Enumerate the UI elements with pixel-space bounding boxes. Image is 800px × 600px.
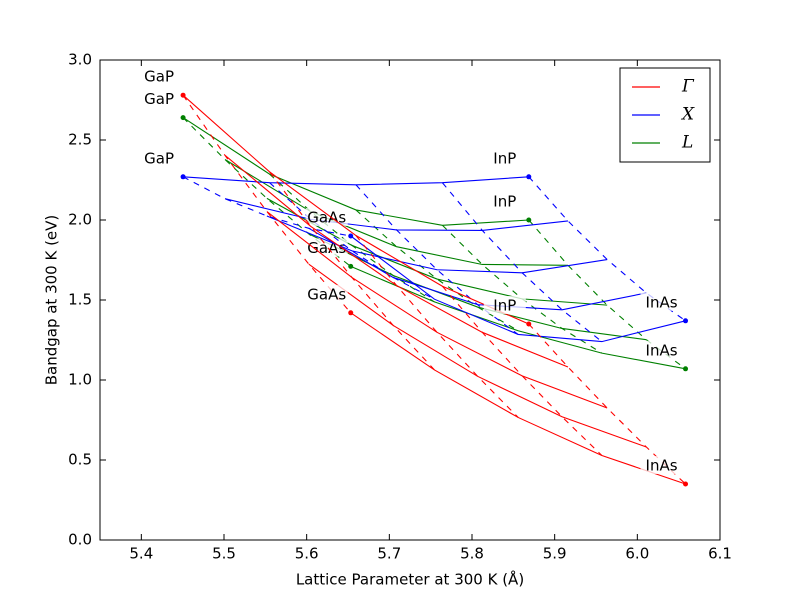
x-tick-label: 5.8	[460, 545, 484, 563]
x-tick-label: 5.5	[212, 545, 236, 563]
point	[180, 174, 186, 180]
point	[683, 366, 689, 372]
dashed-line	[441, 182, 603, 343]
dashed-line	[182, 117, 352, 267]
label-bg	[483, 296, 526, 314]
dashed-line	[269, 182, 435, 300]
y-axis-label: Bandgap at 300 K (eV)	[43, 215, 61, 386]
label-bg	[305, 238, 348, 257]
point	[348, 263, 354, 269]
dashed-line	[182, 94, 352, 314]
x-tick-label: 6.1	[708, 545, 732, 563]
point	[348, 310, 354, 316]
label-bg	[138, 148, 181, 167]
x-tick-label: 5.7	[377, 545, 401, 563]
legend-label: L	[681, 133, 693, 153]
point-label: GaP	[144, 90, 174, 108]
point-label: InP	[493, 193, 516, 211]
point-label: GaAs	[307, 209, 346, 227]
point	[180, 92, 186, 98]
point-label: GaP	[144, 68, 174, 86]
y-tick-label: 3.0	[68, 51, 92, 69]
solid-line	[266, 197, 608, 306]
point	[683, 318, 689, 324]
dashed-line	[355, 184, 519, 335]
dashed-line	[355, 235, 519, 418]
label-bg	[483, 148, 526, 167]
dashed-line	[269, 173, 435, 303]
solid-line	[266, 211, 608, 409]
point	[526, 321, 532, 327]
x-axis-label: Lattice Parameter at 300 K (Å)	[296, 570, 524, 589]
point-label: GaAs	[307, 239, 346, 257]
solid-line	[308, 263, 647, 448]
y-tick-label: 0.5	[68, 451, 92, 469]
label-bg	[305, 284, 348, 303]
label-bg	[640, 292, 683, 311]
label-bg	[483, 192, 526, 210]
dashed-line	[441, 285, 603, 456]
x-tick-label: 5.9	[543, 545, 567, 563]
y-tick-label: 1.5	[68, 291, 92, 309]
legend-label: X	[680, 105, 695, 125]
point-label: InP	[493, 149, 516, 167]
point	[348, 233, 354, 239]
dashed-line	[355, 209, 519, 332]
point	[526, 217, 532, 223]
point	[526, 174, 532, 180]
point-label: InP	[493, 297, 516, 315]
point	[683, 481, 689, 487]
x-tick-label: 5.6	[295, 545, 319, 563]
y-tick-label: 2.0	[68, 211, 92, 229]
label-bg	[138, 67, 181, 86]
dashed-line	[269, 171, 435, 371]
point-label: GaAs	[307, 285, 346, 303]
point	[180, 115, 186, 121]
y-tick-label: 1.0	[68, 371, 92, 389]
x-tick-label: 6.0	[625, 545, 649, 563]
point-label: GaP	[144, 149, 174, 167]
legend-label: Γ	[681, 77, 695, 97]
x-tick-label: 5.4	[129, 545, 153, 563]
solid-line	[350, 265, 686, 370]
point-label: InAs	[646, 293, 678, 311]
point-label: InAs	[646, 341, 678, 359]
y-tick-label: 0.0	[68, 531, 92, 549]
solid-line	[266, 215, 608, 274]
plot-area: GaP InP GaAs InAs GaP InP GaAs InAs GaP InP GaAs In…	[138, 67, 689, 487]
dashed-line	[528, 323, 686, 485]
label-bg	[138, 89, 181, 108]
label-bg	[640, 340, 683, 359]
point-label: InAs	[646, 457, 678, 475]
y-tick-label: 2.5	[68, 131, 92, 149]
label-bg	[640, 456, 683, 474]
